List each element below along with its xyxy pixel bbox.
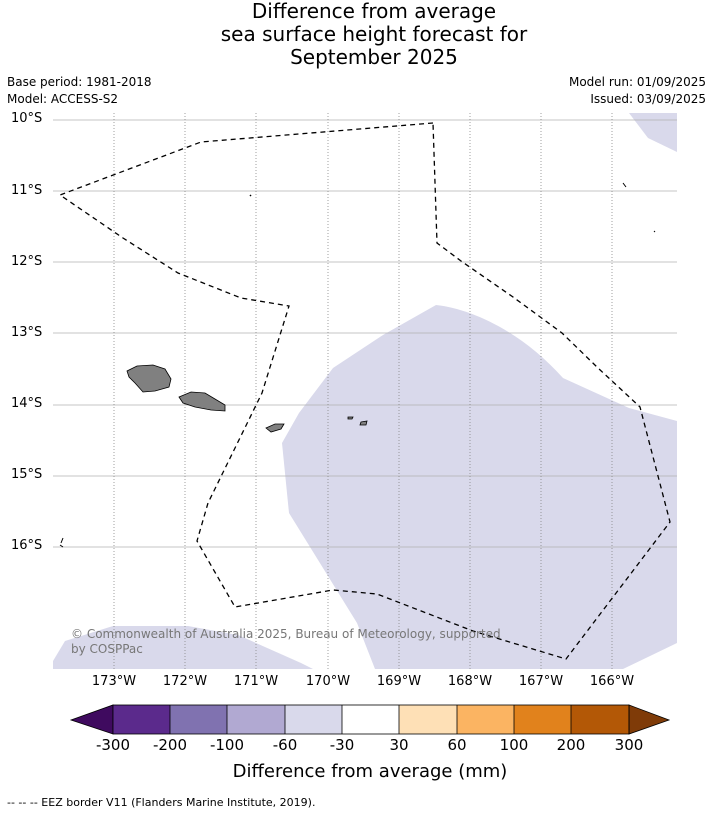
copyright-notice: © Commonwealth of Australia 2025, Bureau… [71,627,501,656]
sea-height-anomaly-area [282,305,677,669]
meta-right: Model run: 01/09/2025 Issued: 03/09/2025 [569,74,706,108]
colorbar-tick-6: 30 [389,736,409,754]
title-line-2: sea surface height forecast for [220,22,528,46]
colorbar [69,704,671,735]
lat-label-15s: 15°S [11,467,43,482]
island-upolu [178,391,226,412]
colorbar-max-extension [628,704,671,735]
lat-label-16s: 16°S [11,538,43,553]
lon-label-171w: 171°W [233,674,279,689]
colorbar-tick-9: 200 [556,736,586,754]
colorbar-dividers [169,705,572,734]
lon-label-169w: 169°W [376,674,422,689]
meta-left: Base period: 1981-2018 Model: ACCESS-S2 [7,74,152,108]
title-line-1: Difference from average [251,0,497,23]
eez-border [58,122,671,660]
lat-label-11s: 11°S [11,183,43,198]
model-run: Model run: 01/09/2025 [568,75,706,89]
map-panel[interactable] [53,113,677,669]
colorbar-tick-3: -100 [209,736,245,754]
island-tutuila [265,423,285,433]
colorbar-tick-1: -300 [95,736,131,754]
title-line-3: September 2025 [290,45,458,69]
colorbar-tick-5: -30 [329,736,355,754]
lon-label-170w: 170°W [305,674,351,689]
map-title: Difference from average sea surface heig… [0,0,713,69]
sea-height-anomaly-area-ne [629,113,677,152]
colorbar-bin-1 [113,705,170,734]
colorbar-tick-4: -60 [272,736,298,754]
islet-east [622,182,656,233]
base-period: Base period: 1981-2018 [7,75,152,89]
issued-date: Issued: 03/09/2025 [590,92,706,106]
lat-label-10s: 10°S [11,111,43,126]
lat-label-13s: 13°S [11,325,43,340]
colorbar-bin-9 [571,705,629,734]
island-manua [347,416,368,426]
lon-label-168w: 168°W [447,674,493,689]
eez-footnote: -- -- -- EEZ border V11 (Flanders Marine… [7,796,316,809]
colorbar-bin-8 [514,705,571,734]
colorbar-title: Difference from average (mm) [232,761,508,782]
latitude-gridlines [53,119,677,548]
islet-north [249,194,252,197]
lat-label-14s: 14°S [11,396,43,411]
islet-southwest [59,537,64,548]
colorbar-bin-2 [170,705,227,734]
colorbar-tick-8: 100 [499,736,529,754]
colorbar-frame [112,704,630,735]
colorbar-bin-5 [342,705,399,734]
lon-label-173w: 173°W [91,674,137,689]
map-svg [53,113,677,669]
lon-label-167w: 167°W [518,674,564,689]
sea-height-anomaly-area-south [53,626,313,669]
colorbar-min-extension [69,704,114,735]
colorbar-bin-4 [285,705,342,734]
lat-label-12s: 12°S [11,254,43,269]
colorbar-bin-7 [457,705,514,734]
colorbar-bin-6 [399,705,457,734]
colorbar-bin-3 [227,705,285,734]
model-name: Model: ACCESS-S2 [7,92,119,106]
colorbar-tick-10: 300 [614,736,644,754]
island-savaii [126,364,172,393]
colorbar-tick-2: -200 [152,736,188,754]
lon-label-172w: 172°W [162,674,208,689]
colorbar-tick-7: 60 [447,736,467,754]
lon-label-166w: 166°W [589,674,635,689]
